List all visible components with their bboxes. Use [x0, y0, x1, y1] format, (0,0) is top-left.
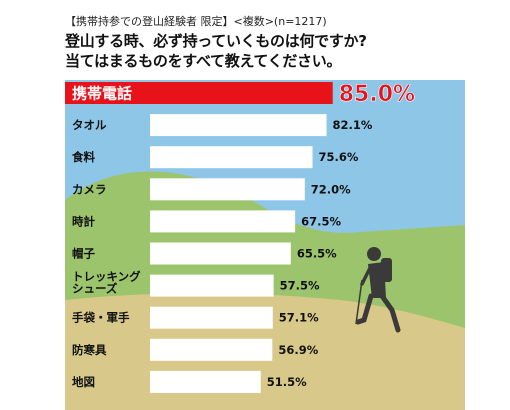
highlight-label-band [65, 82, 150, 104]
bar [150, 210, 296, 233]
bar [150, 306, 273, 329]
category-label: 携帯電話 [72, 85, 132, 103]
bar [150, 178, 305, 201]
survey-note: 【携帯持参での登山経験者 限定】<複数>(n=1217) [65, 15, 327, 28]
category-label: 帽子 [72, 247, 95, 261]
value-label: 65.5% [297, 247, 337, 261]
hiker-silhouette [355, 247, 401, 333]
bar [150, 274, 274, 297]
bar [150, 146, 313, 169]
question-title-line2: 当てはまるものをすべて教えてください。 [65, 52, 342, 70]
bar [150, 338, 273, 361]
value-label: 72.0% [311, 182, 351, 196]
category-label: 手袋・軍手 [72, 311, 130, 325]
value-label: 82.1% [333, 118, 373, 132]
highlight-value-label: 85.0% [339, 82, 415, 107]
value-label: 57.5% [280, 279, 320, 293]
bar [150, 114, 327, 137]
highlight-bar [150, 82, 333, 104]
category-label: 地図 [72, 375, 95, 389]
value-label: 75.6% [319, 150, 359, 164]
category-label: 食料 [72, 150, 95, 164]
question-title-line1: 登山する時、必ず持っていくものは何ですか? [65, 32, 367, 50]
bar [150, 242, 291, 265]
category-label: タオル [72, 118, 107, 132]
bar [150, 370, 261, 393]
category-label: 時計 [72, 214, 95, 228]
category-label: 防寒具 [72, 343, 107, 357]
value-label: 56.9% [278, 343, 318, 357]
value-label: 57.1% [279, 311, 319, 325]
category-label: カメラ [72, 182, 107, 196]
value-label: 67.5% [301, 214, 341, 228]
value-label: 51.5% [267, 375, 307, 389]
category-label: トレッキングシューズ [72, 270, 141, 296]
